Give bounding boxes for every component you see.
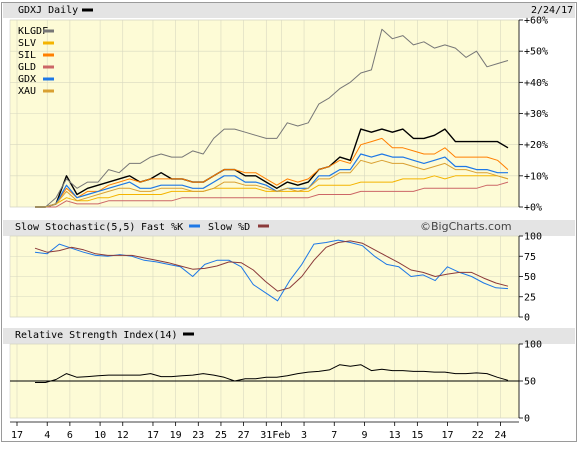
series-line-rsi-rsi <box>35 364 509 383</box>
x-tick-label: 6 <box>67 430 73 441</box>
x-tick-label: 13 <box>389 430 401 441</box>
y-tick-label: 50 <box>524 272 536 283</box>
x-tick-label: 10 <box>94 430 106 441</box>
rsi-title: Relative Strength Index(14) <box>15 330 178 341</box>
series-line-price-klgdf <box>35 28 509 208</box>
x-tick-label: 25 <box>215 430 227 441</box>
y-tick-label: 25 <box>524 292 536 303</box>
x-tick-label: 17 <box>147 430 159 441</box>
x-tick-label: 4 <box>44 430 50 441</box>
x-tick-label: 24 <box>494 430 506 441</box>
y-tick-label: 100 <box>524 232 542 243</box>
series-line-price-gld <box>35 181 509 208</box>
y-tick-label: +0% <box>524 203 542 214</box>
y-tick-label: +10% <box>524 171 548 182</box>
x-tick-label: 9 <box>361 430 367 441</box>
x-tick-label: 17 <box>442 430 454 441</box>
stochastic-legend-fast: Fast %K <box>141 222 183 233</box>
series-line-price-gdxj <box>35 128 509 208</box>
rsi-header-band <box>3 328 575 344</box>
series-line-stochastic-slow-d <box>34 240 509 292</box>
legend-label-klgdf: KLGDF <box>18 26 48 37</box>
price-header-band <box>3 3 575 18</box>
y-tick-label: 50 <box>524 377 536 388</box>
price-chart-date: 2/24/17 <box>531 5 573 16</box>
bigcharts-watermark: ©BigCharts.com <box>420 220 512 233</box>
y-tick-label: 0 <box>524 414 530 425</box>
legend-label-slv: SLV <box>18 38 36 49</box>
y-tick-label: +40% <box>524 78 548 89</box>
series-line-price-gdx <box>35 153 508 208</box>
x-tick-label: 17 <box>11 430 23 441</box>
x-tick-label: 12 <box>117 430 129 441</box>
y-tick-label: +60% <box>524 16 548 27</box>
y-tick-label: 100 <box>524 340 542 351</box>
x-tick-label: 3 <box>301 430 307 441</box>
x-tick-label: 15 <box>411 430 423 441</box>
legend-label-gdx: GDX <box>18 74 36 85</box>
series-line-price-xau <box>35 159 509 208</box>
x-tick-label: 22 <box>472 430 484 441</box>
legend-label-sil: SIL <box>18 50 36 61</box>
stochastic-legend-slow: Slow %D <box>208 222 250 233</box>
text-layer: GDXJ Daily 2/24/17 Slow Stochastic(5,5) … <box>11 5 573 441</box>
x-tick-label: 27 <box>238 430 250 441</box>
stochastic-title: Slow Stochastic(5,5) <box>15 222 135 233</box>
stochastic-header-band <box>3 220 575 236</box>
y-tick-label: 75 <box>524 252 536 263</box>
series-line-price-slv <box>35 175 509 208</box>
series-line-price-sil <box>35 137 509 208</box>
x-tick-label: 19 <box>170 430 182 441</box>
x-tick-label: 7 <box>331 430 337 441</box>
y-tick-label: +30% <box>524 109 548 120</box>
y-tick-label: 0 <box>524 313 530 324</box>
series-layer <box>34 28 509 383</box>
x-tick-label: Feb <box>272 430 290 441</box>
y-tick-label: +20% <box>524 140 548 151</box>
legend-label-xau: XAU <box>18 86 36 97</box>
y-tick-label: +50% <box>524 47 548 58</box>
price-chart-title: GDXJ Daily <box>18 5 78 16</box>
legend-label-gld: GLD <box>18 62 36 73</box>
x-tick-label: 31 <box>260 430 272 441</box>
x-tick-label: 23 <box>192 430 204 441</box>
